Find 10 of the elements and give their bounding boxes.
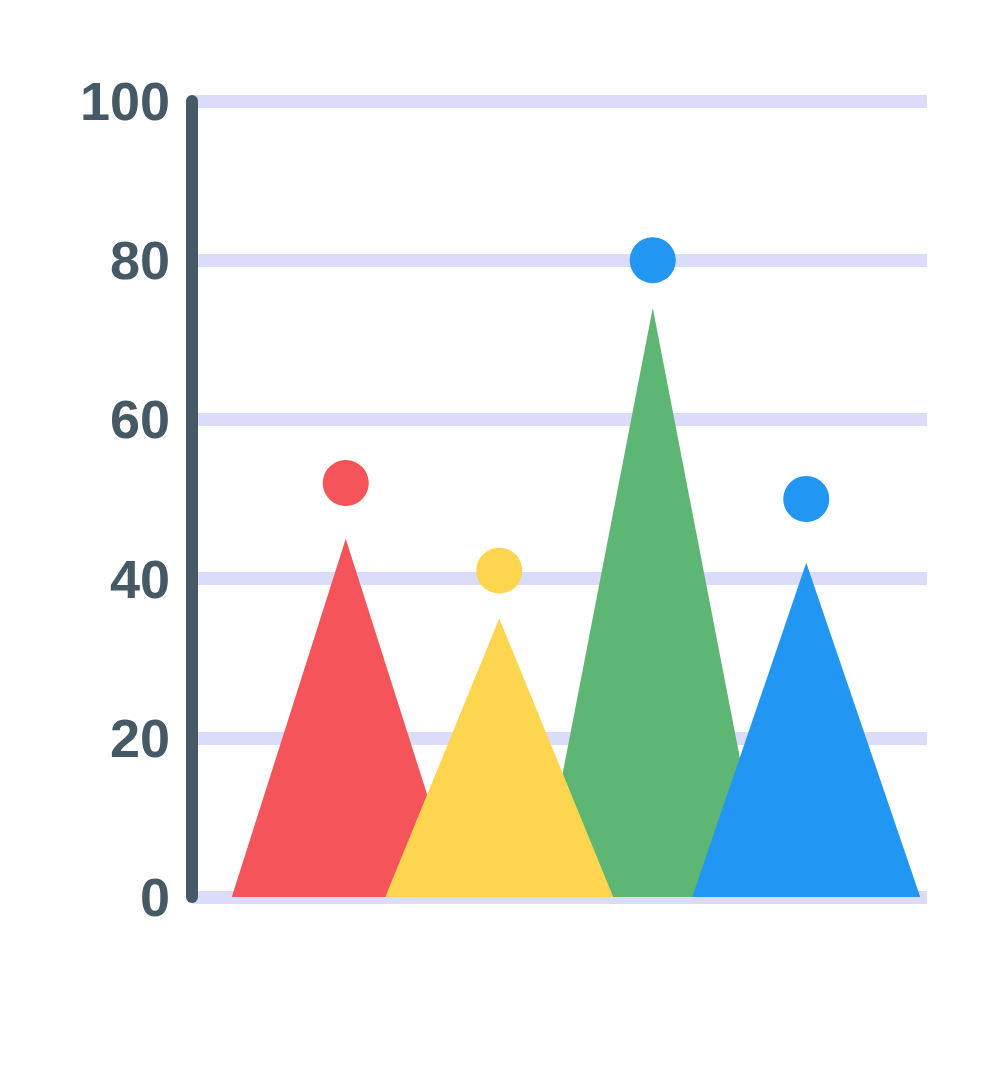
y-tick-label: 60 [109, 389, 170, 450]
y-tick-label: 80 [109, 230, 170, 291]
point [476, 547, 523, 594]
point [783, 476, 830, 522]
y-tick-label: 40 [109, 548, 170, 609]
point [629, 237, 676, 284]
y-tick-label: 100 [79, 71, 170, 131]
y-tick-label: 0 [139, 867, 170, 927]
y-tick-label: 20 [109, 707, 170, 768]
point [322, 460, 369, 507]
